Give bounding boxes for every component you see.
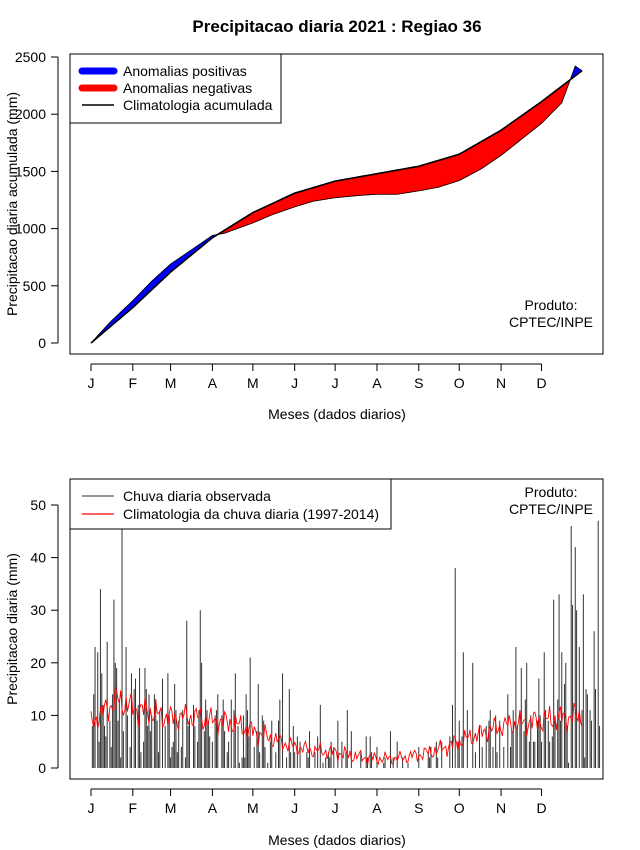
legend-label-negative: Anomalias negativas: [123, 80, 252, 96]
top-x-tick-label: M: [247, 375, 259, 391]
bottom-x-tick-label: J: [332, 800, 339, 816]
bottom-x-tick-label: M: [165, 800, 177, 816]
credit-line-2: CPTEC/INPE: [509, 501, 593, 517]
bottom-x-tick-label: A: [372, 800, 382, 816]
legend-label-climatology: Climatologia acumulada: [123, 97, 273, 113]
top-x-tick-label: A: [372, 375, 382, 391]
top-x-tick-label: N: [496, 375, 506, 391]
top-y-tick-label: 2500: [15, 49, 46, 65]
cumulative-lines: [90, 65, 583, 344]
top-x-tick-label: F: [129, 375, 138, 391]
legend: Anomalias positivas Anomalias negativas …: [69, 53, 282, 124]
top-x-tick-label: A: [208, 375, 218, 391]
y-axis-label: Precipitacao diaria acumulada (mm): [4, 92, 20, 316]
cumulative-chart: 0 500 1000 1500 2000 2500 J F M A M J J A S O N D Precip…: [4, 49, 604, 422]
x-axis-label: Meses (dados diarios): [268, 832, 406, 848]
daily-climatology-line: [90, 686, 583, 766]
bottom-x-tick-label: N: [496, 800, 506, 816]
climatology-line: [90, 686, 583, 766]
bottom-y-tick-label: 20: [30, 655, 46, 671]
plot-box: [69, 53, 604, 355]
x-axis-label: Meses (dados diarios): [268, 406, 406, 422]
observed-cumulative-line: [90, 65, 583, 344]
top-x-tick-label: S: [414, 375, 423, 391]
legend-label-climatology: Climatologia da chuva diaria (1997-2014): [123, 506, 379, 522]
credit-line-1: Produto:: [525, 484, 578, 500]
bottom-x-tick-label: S: [414, 800, 423, 816]
credit-line-2: CPTEC/INPE: [509, 314, 593, 330]
top-x-tick-label: J: [291, 375, 298, 391]
bottom-y-tick-label: 50: [30, 497, 46, 513]
observed-bars: [91, 515, 601, 768]
top-y-tick-label: 0: [38, 335, 46, 351]
credit-line-1: Produto:: [525, 297, 578, 313]
bottom-x-tick-label: F: [129, 800, 138, 816]
bottom-y-tick-label: 40: [30, 550, 46, 566]
top-y-tick-label: 1000: [15, 221, 46, 237]
legend-label-positive: Anomalias positivas: [123, 63, 247, 79]
top-y-tick-label: 500: [23, 278, 47, 294]
bottom-y-tick-label: 10: [30, 707, 46, 723]
bottom-x-tick-label: J: [88, 800, 95, 816]
legend: Chuva diaria observada Climatologia da c…: [69, 478, 392, 530]
top-x-tick-label: M: [165, 375, 177, 391]
climatology-cumulative-line: [90, 70, 583, 344]
top-x-tick-label: D: [536, 375, 546, 391]
bottom-y-tick-label: 30: [30, 602, 46, 618]
legend-label-observed: Chuva diaria observada: [123, 488, 271, 504]
bottom-x-tick-label: M: [247, 800, 259, 816]
top-y-tick-label: 1500: [15, 163, 46, 179]
y-axis: 0 10 20 30 40 50: [30, 497, 59, 776]
bottom-x-tick-label: A: [208, 800, 218, 816]
top-x-tick-label: J: [332, 375, 339, 391]
top-x-tick-label: O: [454, 375, 465, 391]
bottom-x-tick-label: D: [536, 800, 546, 816]
y-axis: 0 500 1000 1500 2000 2500: [15, 49, 59, 351]
daily-rain-chart: 0 10 20 30 40 50 J F M A M J J A S O N D Precipitacao di…: [4, 478, 604, 848]
top-x-tick-label: J: [88, 375, 95, 391]
y-axis-label: Precipitacao diaria (mm): [4, 553, 20, 705]
chart-title: Precipitacao diaria 2021 : Regiao 36: [192, 17, 481, 36]
bottom-x-tick-label: O: [454, 800, 465, 816]
legend-box: [69, 478, 392, 530]
top-y-tick-label: 2000: [15, 106, 46, 122]
bottom-y-tick-label: 0: [38, 760, 46, 776]
bottom-x-tick-label: J: [291, 800, 298, 816]
